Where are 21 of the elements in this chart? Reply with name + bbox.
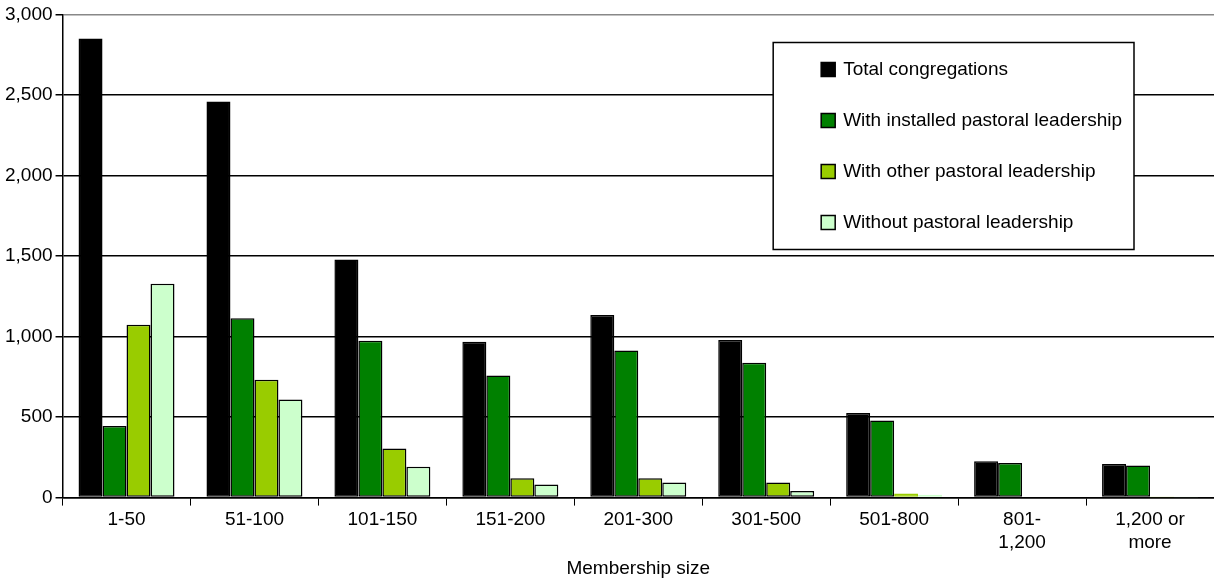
y-tick-label: 500: [20, 405, 53, 427]
x-tick-label: 501-800: [859, 508, 930, 530]
y-tick-label: 1,500: [5, 244, 53, 266]
x-tick-label: 1,200 or more: [1115, 508, 1186, 553]
x-tick-label: 1-50: [107, 508, 146, 530]
x-tick-label: 151-200: [475, 508, 546, 530]
x-tick-label: 801-1,200: [998, 508, 1046, 553]
x-tick-label: 51-100: [224, 508, 285, 530]
legend-label: Total congregations: [843, 57, 1008, 79]
legend-label: With installed pastoral leadership: [843, 108, 1122, 130]
x-tick-label: 301-500: [731, 508, 802, 530]
legend-label: With other pastoral leadership: [843, 159, 1096, 181]
y-tick-label: 3,000: [5, 2, 53, 24]
x-tick-label: 201-300: [603, 508, 674, 530]
y-tick-label: 2,500: [5, 83, 53, 105]
y-tick-label: 0: [41, 485, 53, 507]
legend-label: Without pastoral leadership: [843, 210, 1074, 232]
y-tick-label: 2,000: [5, 163, 53, 185]
y-tick-label: 1,000: [5, 324, 53, 346]
x-axis-title: Membership size: [566, 556, 711, 578]
x-tick-label: 101-150: [347, 508, 418, 530]
